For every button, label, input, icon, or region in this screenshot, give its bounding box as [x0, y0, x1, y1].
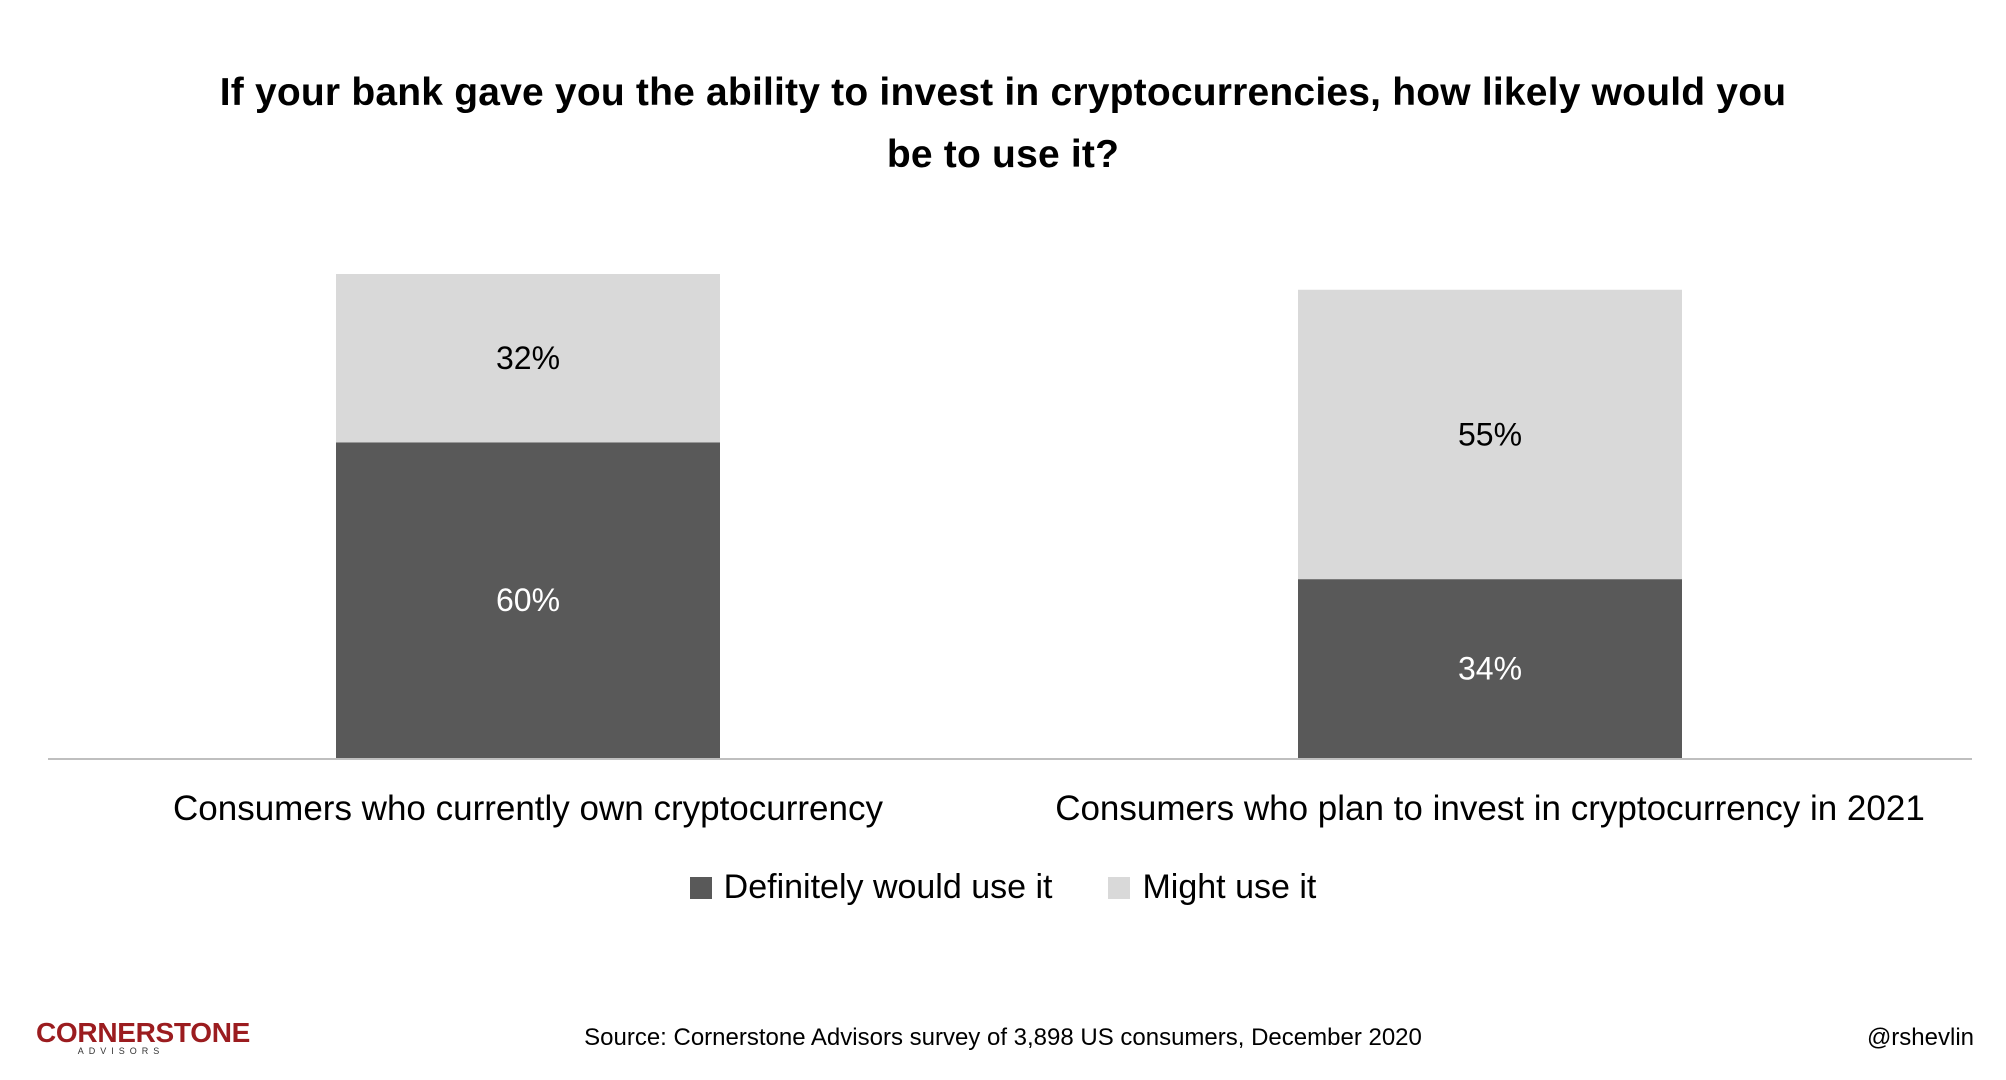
category-labels-group: Consumers who currently own cryptocurren… [173, 789, 1925, 828]
legend-item-definitely: Definitely would use it [689, 868, 1053, 907]
data-label-might-1: 32% [496, 340, 560, 376]
legend-item-might: Might use it [1108, 868, 1316, 907]
chart-title: If your bank gave you the ability to inv… [219, 71, 1787, 176]
source-note: Source: Cornerstone Advisors survey of 3… [584, 1024, 1422, 1051]
author-handle: @rshevlin [1866, 1024, 1974, 1051]
bar-labels-group: 60% 32% 34% 55% [496, 340, 1522, 686]
chart-plot: 60% 32% 34% 55% Consumers who currently own… [48, 274, 1972, 828]
legend-swatch-definitely [689, 876, 712, 899]
bars-group [336, 274, 1682, 758]
legend-swatch-might [1108, 876, 1131, 899]
bar-segment-might-1 [336, 274, 720, 443]
legend-label-definitely: Definitely would use it [723, 868, 1053, 906]
legend: Definitely would use it Might use it [0, 868, 2006, 907]
category-label-2: Consumers who plan to invest in cryptocu… [1055, 789, 1925, 828]
legend-label-might: Might use it [1142, 868, 1317, 906]
data-label-definitely-1: 60% [496, 582, 560, 618]
data-label-definitely-2: 34% [1458, 651, 1522, 687]
bar-segment-definitely-2 [1298, 579, 1682, 758]
bar-segment-definitely-1 [336, 442, 720, 758]
logo-subtitle: ADVISORS [77, 1046, 165, 1056]
bar-segment-might-2 [1298, 289, 1682, 580]
category-label-1: Consumers who currently own cryptocurren… [173, 789, 883, 828]
data-label-might-2: 55% [1458, 416, 1522, 452]
